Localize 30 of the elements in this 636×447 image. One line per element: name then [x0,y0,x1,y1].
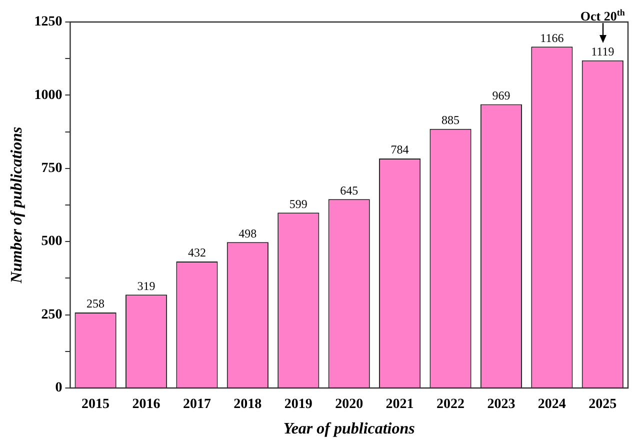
x-tick-label: 2025 [588,397,617,412]
x-tick-label: 2019 [284,397,312,412]
data-label: 599 [289,196,308,211]
data-label: 645 [340,183,358,198]
y-tick-label: 750 [41,161,62,176]
data-label: 784 [390,142,409,157]
y-tick-label: 250 [41,307,62,322]
x-tick-label: 2018 [234,397,262,412]
x-tick-label: 2020 [335,397,364,412]
x-tick-label: 2016 [132,397,160,412]
y-tick-label: 0 [55,380,62,396]
x-tick-label: 2023 [487,397,516,412]
x-tick-label: 2022 [436,397,465,412]
y-axis-title: Number of publications [8,126,26,284]
y-tick-label: 1000 [34,88,62,103]
data-label: 258 [86,296,105,311]
y-tick-label: 1250 [34,14,62,30]
x-axis-title: Year of publications [283,420,415,438]
data-label: 885 [442,113,460,128]
data-label: 498 [238,226,257,240]
data-label: 319 [137,278,156,293]
data-label: 432 [188,246,206,260]
data-label: 1119 [591,44,614,59]
y-tick-label: 500 [41,234,62,250]
x-tick-label: 2017 [182,397,211,412]
x-tick-label: 2024 [538,397,566,412]
data-label: 1166 [540,30,564,45]
x-tick-label: 2015 [82,397,110,412]
data-label: 969 [492,88,510,102]
x-tick-label: 2021 [386,397,414,412]
